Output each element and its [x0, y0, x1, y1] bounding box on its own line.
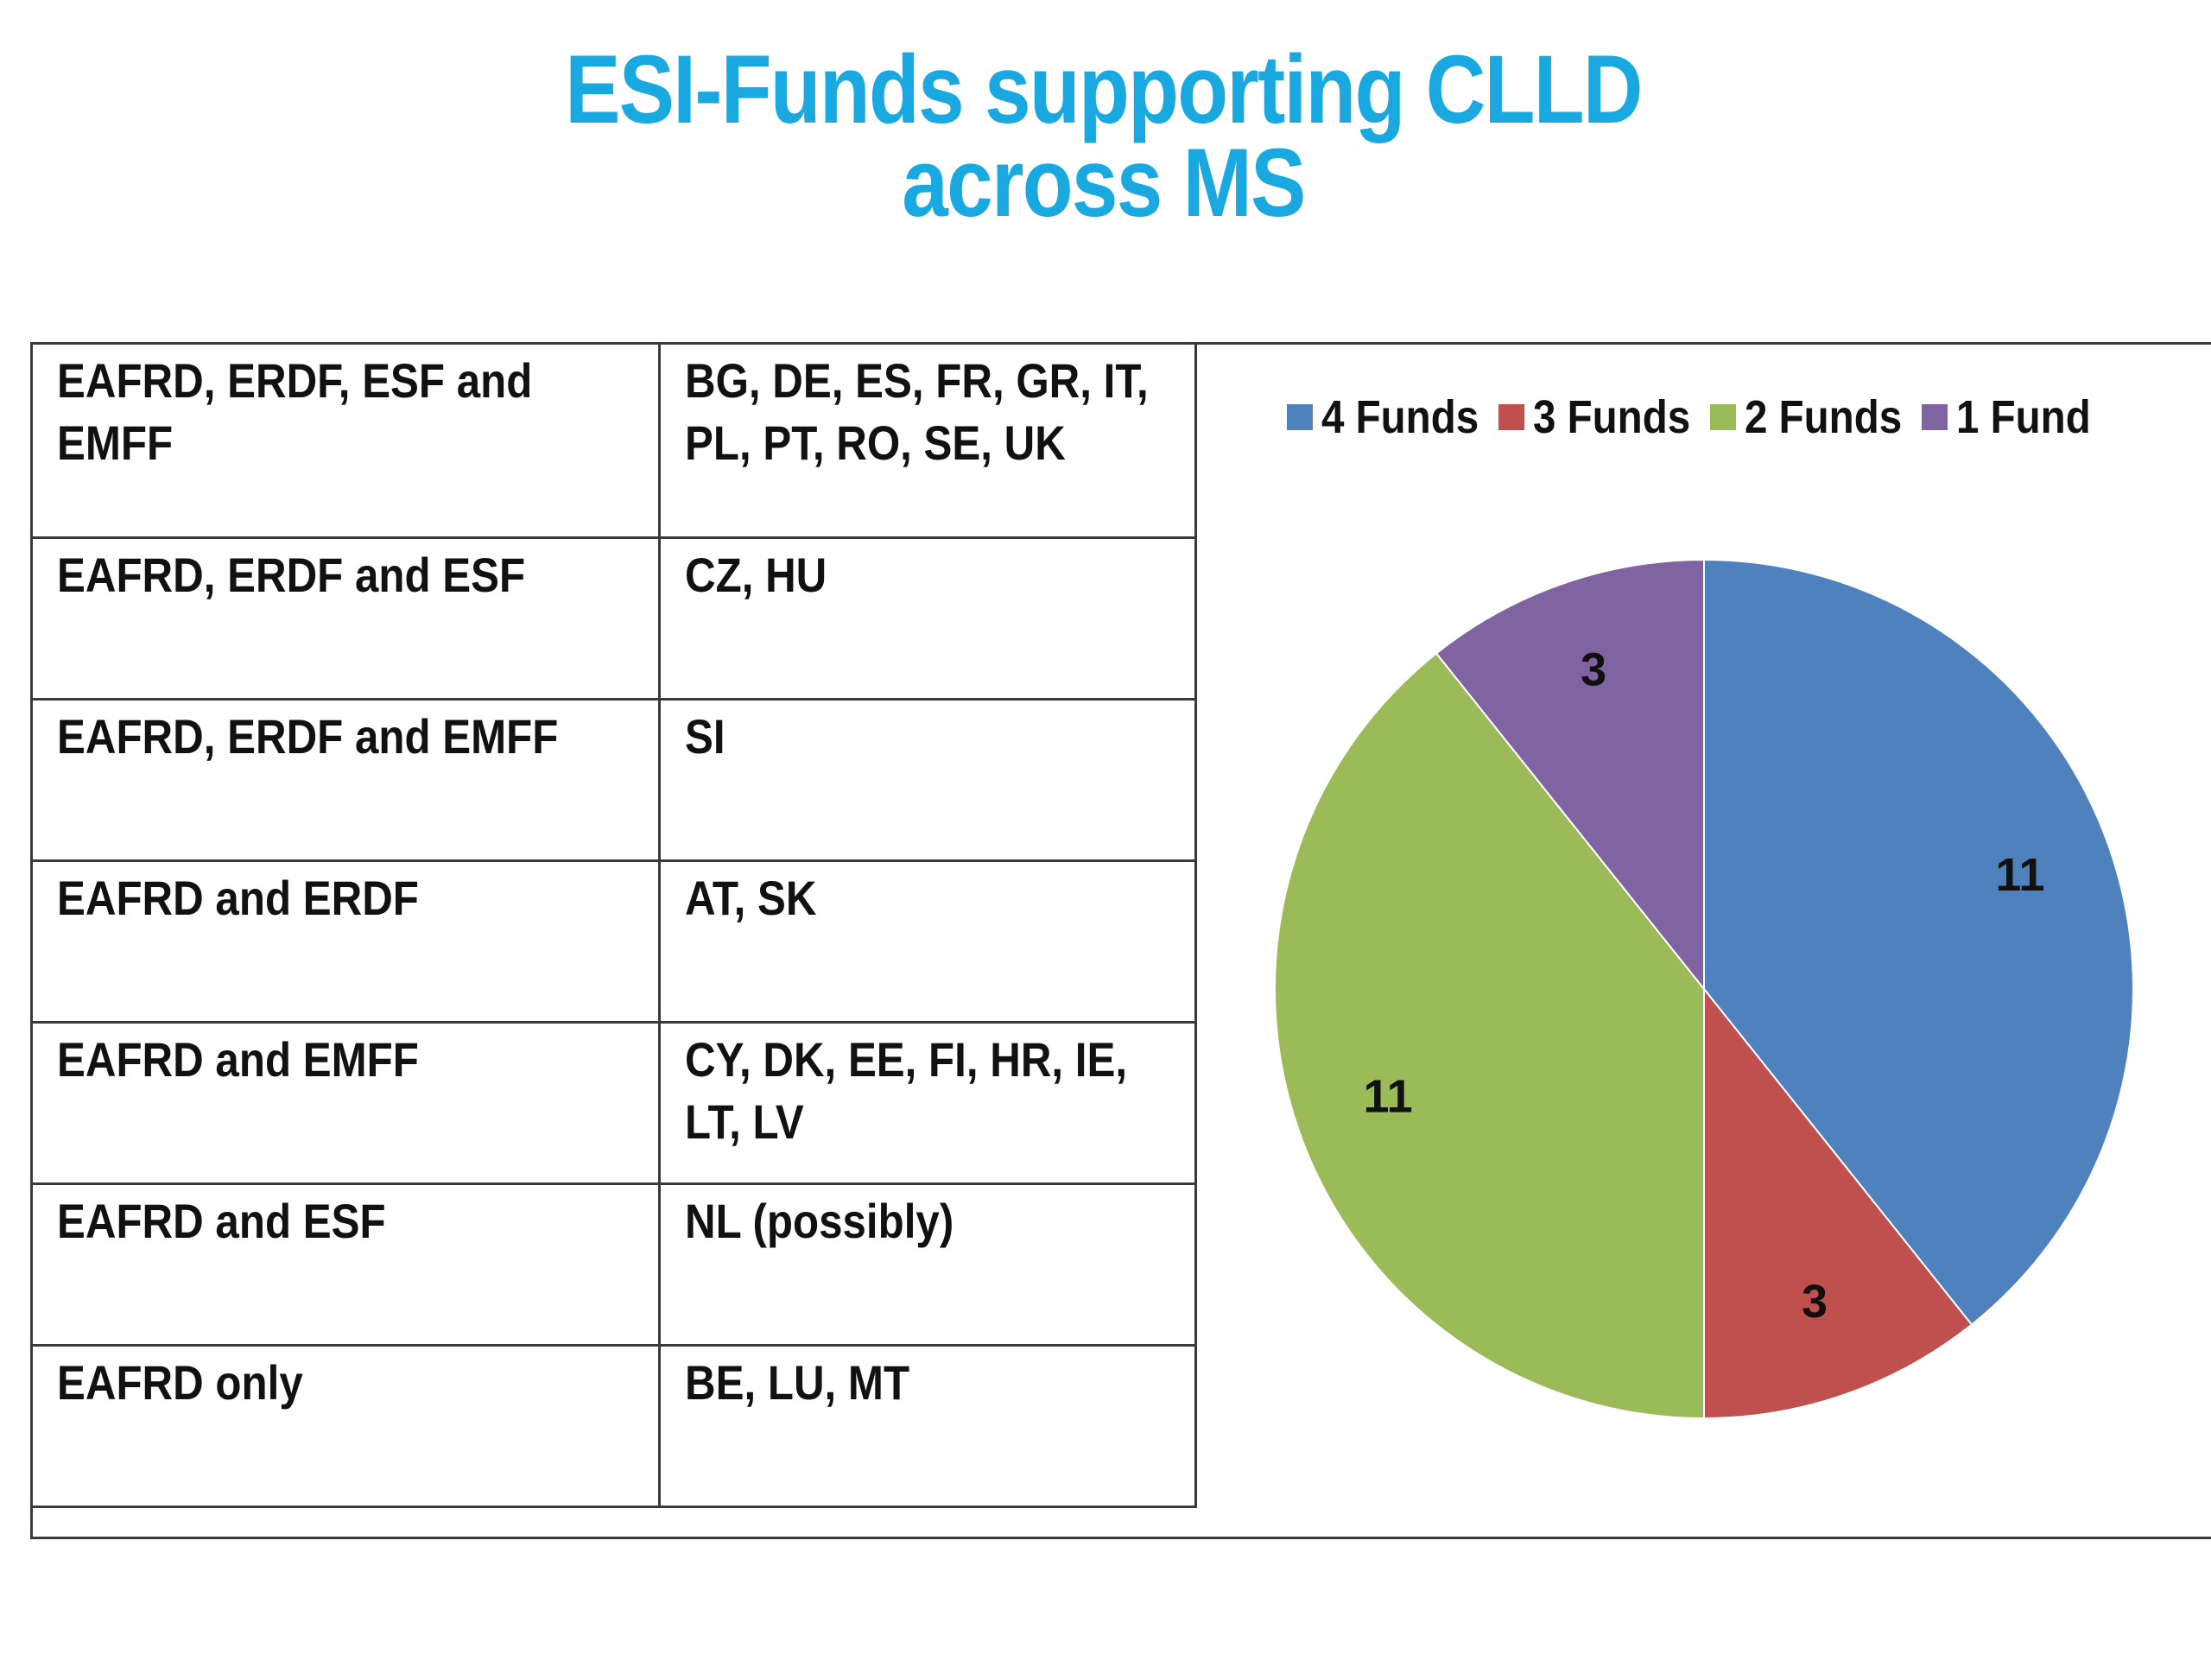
countries-text: NL (possibly) — [685, 1194, 954, 1248]
funds-cell: EAFRD, ERDF, ESF and EMFF — [30, 342, 661, 539]
legend-item-4-funds: 4 Funds — [1287, 390, 1479, 444]
funds-text: EAFRD and ERDF — [57, 871, 419, 925]
countries-cell: NL (possibly) — [658, 1182, 1197, 1347]
funds-text: EAFRD and ESF — [57, 1194, 386, 1248]
countries-cell: AT, SK — [658, 859, 1197, 1024]
funds-cell: EAFRD, ERDF and EMFF — [30, 698, 661, 862]
legend-swatch — [1287, 404, 1313, 430]
table-row: EAFRD and ESF NL (possibly) — [30, 1182, 1197, 1347]
countries-cell: SI — [658, 698, 1197, 862]
table-row: EAFRD only BE, LU, MT — [30, 1344, 1197, 1508]
pie-slice-4-funds — [1703, 558, 2134, 1326]
funds-text: EAFRD only — [57, 1355, 303, 1410]
legend-swatch — [1710, 404, 1737, 430]
title-line-1: ESI-Funds supporting CLLD — [565, 35, 1643, 143]
legend-label: 1 Fund — [1956, 391, 2091, 443]
countries-cell: BG, DE, ES, FR, GR, IT, PL, PT, RO, SE, … — [658, 342, 1197, 539]
legend-item-2-funds: 2 Funds — [1710, 390, 1903, 444]
pie-data-label: 3 — [1581, 643, 1606, 695]
funds-table: EAFRD, ERDF, ESF and EMFF BG, DE, ES, FR… — [30, 342, 1197, 1508]
funds-cell: EAFRD, ERDF and ESF — [30, 536, 661, 701]
legend-item-1-fund: 1 Fund — [1922, 390, 2091, 444]
legend-label: 2 Funds — [1745, 391, 1903, 443]
countries-cell: BE, LU, MT — [658, 1344, 1197, 1508]
legend-label: 4 Funds — [1321, 391, 1479, 443]
pie-slice-3-funds — [1703, 986, 1973, 1420]
countries-text: BE, LU, MT — [685, 1355, 910, 1410]
funds-cell: EAFRD and ERDF — [30, 859, 661, 1024]
table-row: EAFRD, ERDF, ESF and EMFF BG, DE, ES, FR… — [30, 342, 1197, 539]
countries-cell: CZ, HU — [658, 536, 1197, 701]
table-row: EAFRD and EMFF CY, DK, EE, FI, HR, IE, L… — [30, 1021, 1197, 1185]
pie-data-label: 3 — [1802, 1276, 1828, 1328]
countries-text: BG, DE, ES, FR, GR, IT, PL, PT, RO, SE, … — [685, 353, 1149, 470]
pie-data-label: 11 — [1995, 849, 2044, 901]
legend-label: 3 Funds — [1533, 391, 1691, 443]
funds-text: EAFRD, ERDF, ESF and EMFF — [57, 353, 533, 470]
funds-text: EAFRD and EMFF — [57, 1032, 419, 1087]
countries-text: SI — [685, 709, 725, 764]
table-row: EAFRD, ERDF and ESF CZ, HU — [30, 536, 1197, 701]
title-line-2: across MS — [902, 129, 1306, 237]
chart-legend: 4 Funds 3 Funds 2 Funds 1 Fund — [1287, 390, 2107, 444]
funds-cell: EAFRD only — [30, 1344, 661, 1508]
pie-data-label: 11 — [1364, 1070, 1413, 1122]
pie-slice-1-fund — [1435, 558, 1705, 992]
funds-cell: EAFRD and EMFF — [30, 1021, 661, 1185]
table-row: EAFRD and ERDF AT, SK — [30, 859, 1197, 1024]
funds-text: EAFRD, ERDF and ESF — [57, 548, 526, 602]
table-row: EAFRD, ERDF and EMFF SI — [30, 698, 1197, 862]
legend-item-3-funds: 3 Funds — [1498, 390, 1691, 444]
legend-swatch — [1922, 404, 1948, 430]
countries-text: CY, DK, EE, FI, HR, IE, LT, LV — [685, 1032, 1128, 1149]
countries-cell: CY, DK, EE, FI, HR, IE, LT, LV — [658, 1021, 1197, 1185]
funds-text: EAFRD, ERDF and EMFF — [57, 709, 559, 764]
countries-text: AT, SK — [685, 871, 817, 925]
page-title: ESI-Funds supporting CLLD across MS — [153, 35, 2055, 237]
funds-cell: EAFRD and ESF — [30, 1182, 661, 1347]
legend-swatch — [1498, 404, 1525, 430]
countries-text: CZ, HU — [685, 548, 827, 602]
pie-slice-2-funds — [1274, 652, 1705, 1420]
